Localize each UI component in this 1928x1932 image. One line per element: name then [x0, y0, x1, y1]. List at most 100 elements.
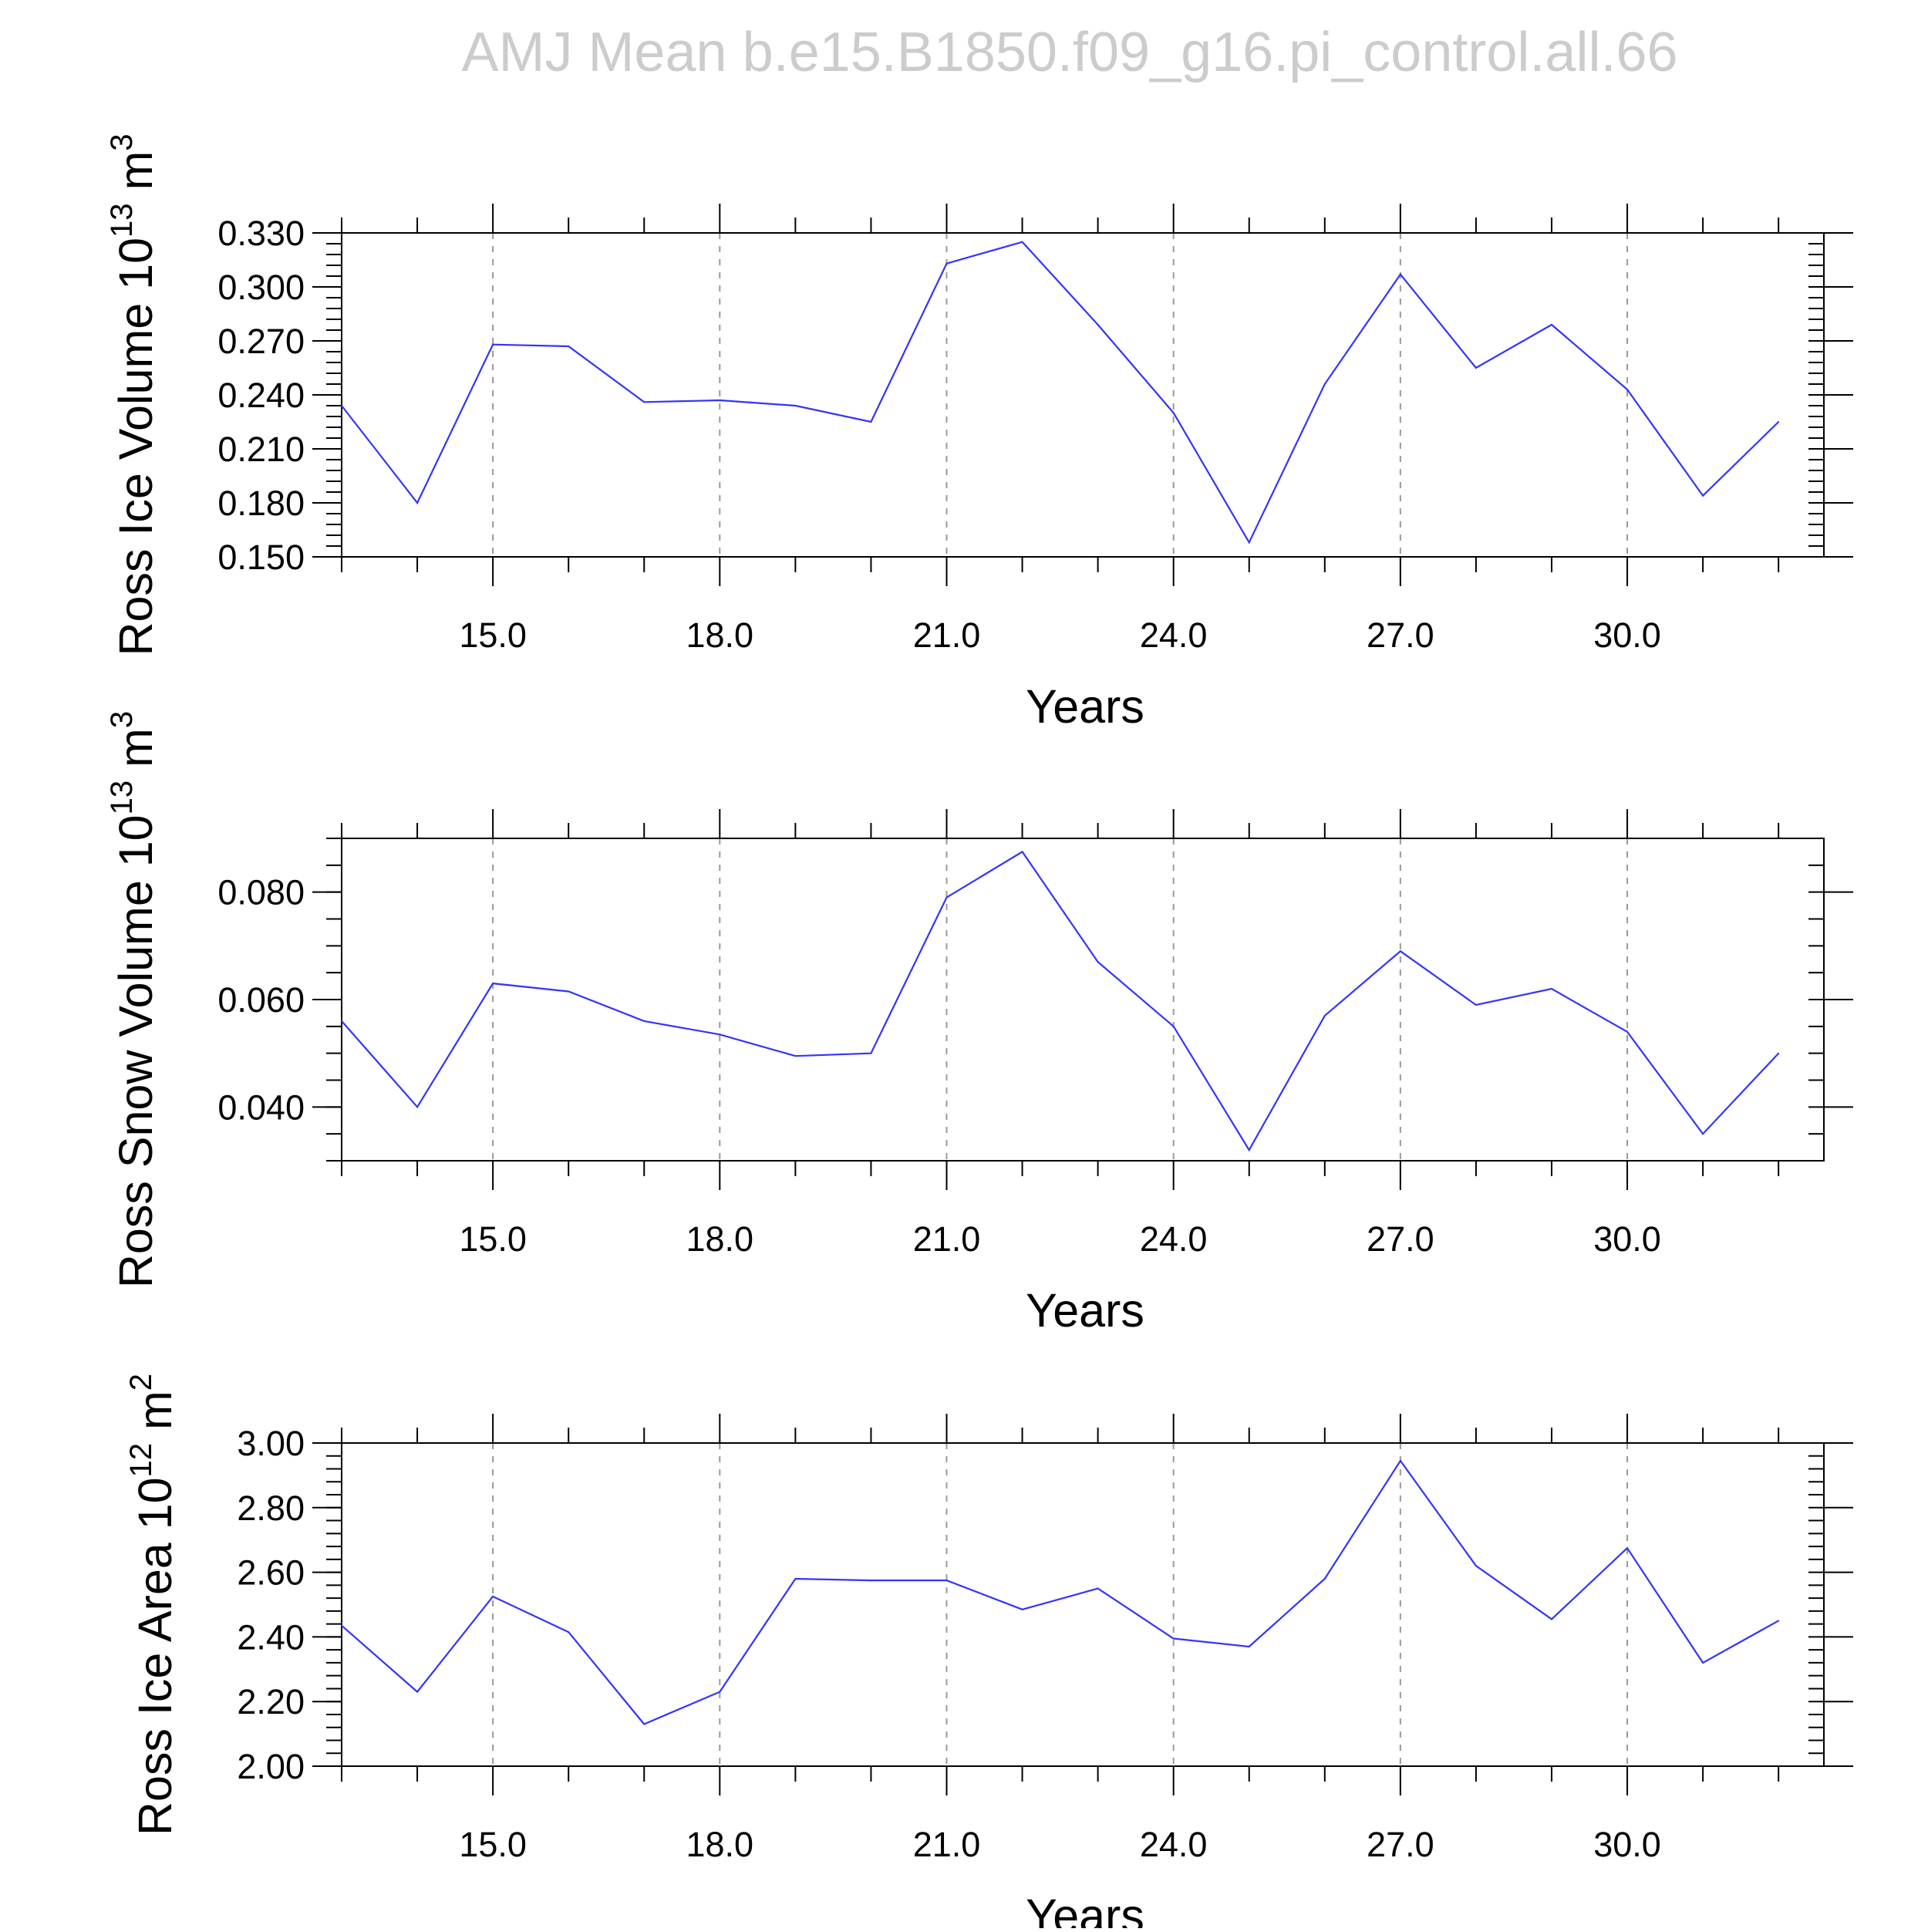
data-point [719, 1033, 721, 1036]
data-point [1021, 851, 1023, 853]
y-tick-label: 2.80 [237, 1489, 305, 1528]
data-point [1399, 950, 1401, 953]
y-axis-label-unit: m [110, 151, 162, 204]
figure-title: AMJ Mean b.e15.B1850.f09_g16.pi_control.… [461, 22, 1677, 83]
x-tick-label: 18.0 [686, 615, 754, 655]
y-tick-label: 0.270 [217, 322, 305, 361]
data-point [1097, 1587, 1099, 1590]
panel-2: 0.040 0.060 0.080 15.0 18.0 21.0 24.0 27.0 30.0 Y… [105, 711, 1853, 1337]
plot-frame [341, 232, 1825, 558]
data-point [1021, 1608, 1023, 1610]
y-tick-label: 0.060 [217, 980, 305, 1020]
x-axis-label: Years [1026, 1284, 1144, 1337]
data-point [1248, 1645, 1250, 1647]
data-point [945, 896, 948, 899]
series-line [341, 241, 1779, 545]
y-tick-label: 0.180 [217, 484, 305, 523]
x-tick-label: 27.0 [1367, 615, 1434, 655]
data-point [870, 1052, 872, 1054]
y-axis-label-unit-exponent: 3 [105, 711, 139, 728]
x-tick-label: 24.0 [1140, 1219, 1208, 1259]
data-point [870, 421, 872, 423]
y-tick-label: 0.330 [217, 214, 305, 253]
data-point [1475, 1003, 1477, 1006]
y-axis-label-text: Ross Ice Volume 10 [110, 238, 162, 656]
data-point [1097, 961, 1099, 963]
data-point [1626, 389, 1629, 390]
y-axis-label-unit-exponent: 2 [124, 1374, 158, 1391]
y-axis-label-unit: m [110, 728, 162, 781]
data-point [719, 400, 721, 401]
data-point [1399, 273, 1401, 275]
x-tick-label: 15.0 [459, 1219, 527, 1259]
data-point [1323, 1577, 1326, 1580]
y-axis-label-unit: m [129, 1391, 181, 1443]
y-tick-label: 0.240 [217, 376, 305, 415]
y-axis-label-exponent: 13 [105, 204, 139, 238]
x-tick-label: 15.0 [459, 615, 527, 655]
x-tick-label: 15.0 [459, 1825, 527, 1864]
data-point [416, 502, 419, 504]
y-tick-label: 3.00 [237, 1424, 305, 1463]
data-point [568, 990, 570, 993]
data-point [643, 1020, 645, 1022]
data-point [1097, 324, 1099, 325]
y-axis-label: Ross Snow Volume 1013 m3 [105, 711, 162, 1288]
data-point [870, 1580, 872, 1582]
data-point [1626, 1030, 1629, 1033]
data-point [1248, 1149, 1250, 1151]
data-point [492, 1596, 494, 1598]
y-tick-label: 0.210 [217, 430, 305, 469]
y-axis-label-text: Ross Snow Volume 10 [110, 814, 162, 1288]
panel-1: 0.150 0.180 0.210 0.240 0.270 0.300 0.330 15.0 1… [105, 133, 1853, 733]
y-axis-label: Ross Ice Area 1012 m2 [124, 1374, 181, 1836]
data-point [1550, 988, 1552, 990]
data-point [1702, 1133, 1704, 1135]
plot-frame [341, 838, 1825, 1162]
x-tick-label: 30.0 [1593, 1825, 1661, 1864]
data-point [1399, 1460, 1401, 1462]
y-tick-label: 2.60 [237, 1553, 305, 1593]
data-point [1021, 241, 1023, 243]
y-tick-label: 0.040 [217, 1087, 305, 1127]
data-point [1702, 1661, 1704, 1664]
data-point [1626, 1547, 1629, 1549]
plot-frame [341, 1442, 1825, 1767]
data-point [1172, 1025, 1175, 1027]
data-point [416, 1691, 419, 1693]
data-point [1475, 1565, 1477, 1567]
y-tick-label: 0.150 [217, 538, 305, 577]
data-point [794, 405, 797, 406]
data-point [1550, 324, 1552, 325]
data-point [1778, 1052, 1780, 1054]
x-tick-label: 21.0 [913, 615, 981, 655]
data-point [568, 1631, 570, 1634]
y-tick-label: 2.00 [237, 1747, 305, 1786]
data-point [1702, 494, 1704, 497]
data-point [945, 262, 948, 265]
data-point [1550, 1618, 1552, 1620]
data-point [945, 1580, 948, 1582]
data-point [1778, 421, 1780, 423]
y-tick-label: 0.080 [217, 873, 305, 912]
x-tick-label: 21.0 [913, 1219, 981, 1259]
panel-3: 2.00 2.20 2.40 2.60 2.80 3.00 15.0 18.0 21.0 24.0… [124, 1374, 1853, 1932]
data-point [1248, 541, 1250, 544]
data-point [492, 343, 494, 346]
data-point [568, 346, 570, 347]
data-point [643, 401, 645, 403]
data-point [416, 1106, 419, 1108]
data-point [492, 983, 494, 985]
data-point [1323, 1014, 1326, 1017]
data-point [341, 1624, 342, 1627]
y-tick-label: 0.300 [217, 268, 305, 307]
y-axis-label-unit-exponent: 3 [105, 133, 139, 150]
data-point [794, 1577, 797, 1580]
y-axis-label: Ross Ice Volume 1013 m3 [105, 133, 162, 656]
series-line [341, 850, 1780, 1152]
x-tick-label: 24.0 [1140, 615, 1208, 655]
y-axis-label-text: Ross Ice Area 10 [129, 1477, 181, 1836]
data-point [794, 1055, 797, 1057]
data-point [1778, 1620, 1780, 1622]
